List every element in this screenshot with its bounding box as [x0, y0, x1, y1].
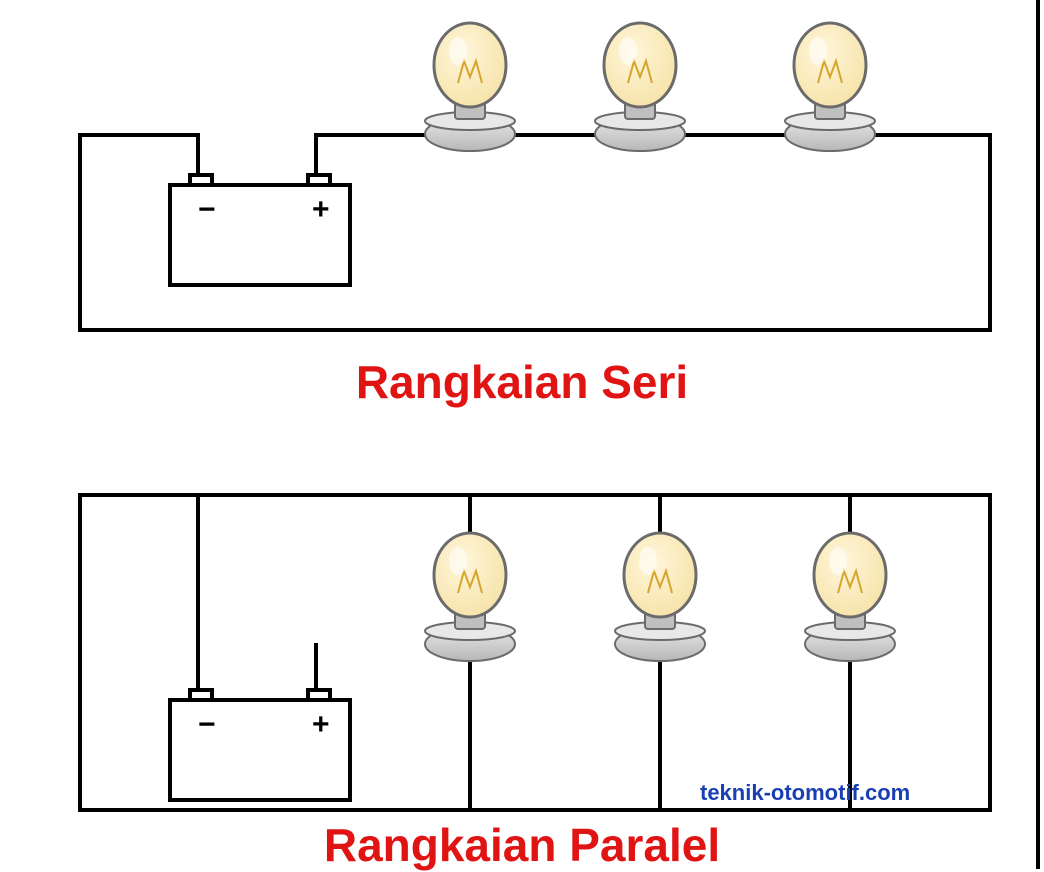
series-title: Rangkaian Seri — [0, 355, 1044, 409]
svg-text:+: + — [312, 193, 330, 226]
parallel-title: Rangkaian Paralel — [0, 818, 1044, 872]
circuit-svg: − + − + — [0, 0, 1044, 869]
svg-text:−: − — [198, 193, 216, 226]
watermark-text: teknik-otomotif.com — [700, 780, 910, 806]
svg-text:−: − — [198, 708, 216, 741]
svg-text:+: + — [312, 708, 330, 741]
diagram-canvas: − + − + Rangkaian Seri Rangkaian Paralel te… — [0, 0, 1044, 869]
